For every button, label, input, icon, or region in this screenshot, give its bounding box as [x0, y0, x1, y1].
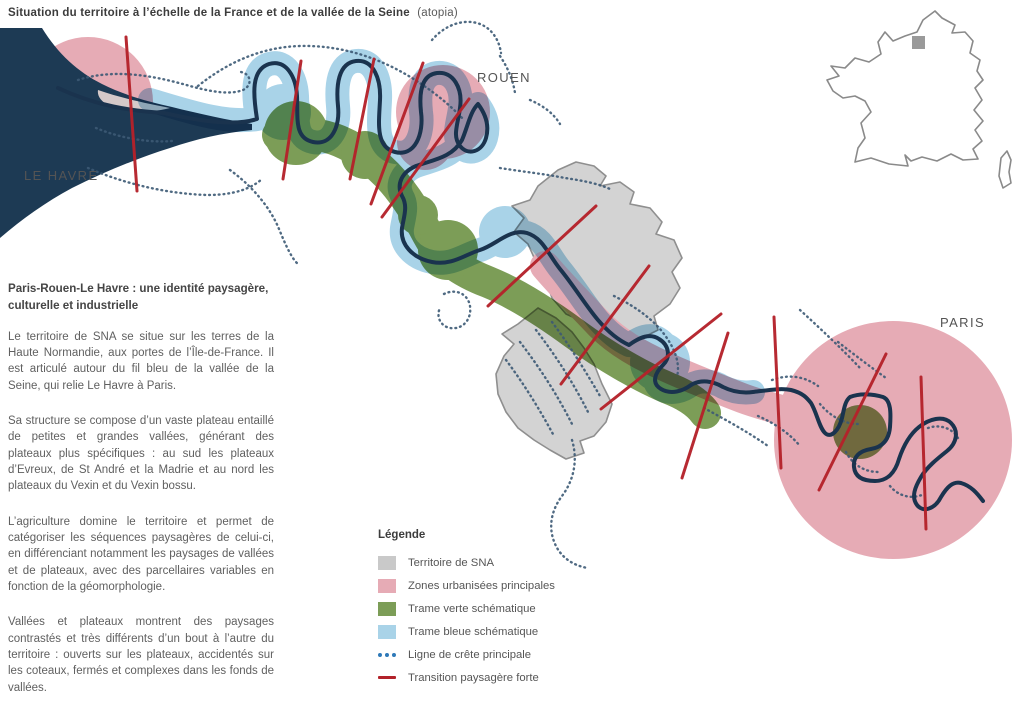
legend-item-territoire: Territoire de SNA: [378, 551, 593, 574]
ridge-into-north-polygon: [498, 166, 614, 192]
article-paragraph-1: Le territoire de SNA se situe sur les te…: [8, 330, 274, 392]
transition-line-2: [281, 59, 303, 181]
transition-line-9: [680, 331, 730, 480]
sea-coast-shape: [0, 28, 252, 238]
ridge-paris-ne-2: [836, 340, 888, 380]
legend-label: Transition paysagère forte: [408, 671, 539, 684]
trame-verte-band: [262, 101, 887, 459]
green-blob-4: [398, 195, 438, 235]
green-area-swatch: [378, 601, 396, 616]
ridge-rouen-east: [528, 98, 562, 126]
seine-river-line: [56, 58, 985, 512]
ridge-hachure-3: [504, 358, 556, 438]
green-circle-paris: [833, 405, 887, 459]
legend-label: Ligne de crête principale: [408, 648, 532, 661]
transition-line-5: [380, 97, 471, 219]
ridge-pink-band-south: [702, 406, 770, 448]
transition-line-1: [124, 35, 139, 193]
ridge-paris-river-3: [844, 450, 880, 474]
ridge-lines: [76, 20, 960, 570]
france-outline: [826, 10, 984, 167]
page-title-main: Situation du territoire à l’échelle de l…: [8, 7, 410, 19]
label-le-havre: LE HAVRE: [24, 168, 99, 183]
legend-heading: Légende: [378, 529, 426, 541]
ridge-rouen-ne-tail: [498, 54, 517, 95]
legend-panel: Légende Territoire de SNA Zones urbanisé…: [378, 529, 593, 689]
ridge-hachure-2: [534, 328, 590, 414]
dotted-line-swatch: [378, 652, 396, 657]
green-blob-3: [418, 220, 478, 280]
ridge-pink-band-south2: [756, 414, 802, 448]
ridge-spiral-south: [437, 290, 472, 330]
ridge-south-s-curve: [550, 438, 590, 570]
ridge-meanders-north: [196, 44, 466, 122]
transition-lines: [124, 35, 928, 531]
corsica-outline: [998, 150, 1012, 189]
ridge-paris-ne-1: [798, 308, 862, 370]
page-title-suffix: (atopia): [417, 7, 458, 19]
transition-line-10: [772, 315, 783, 470]
transition-line-4: [369, 61, 425, 206]
ridge-paris-river-2: [818, 402, 860, 426]
green-blob-1: [264, 101, 328, 165]
legend-item-transition: Transition paysagère forte: [378, 666, 593, 689]
transition-line-11: [817, 352, 888, 492]
blue-area-swatch: [378, 624, 396, 639]
article-paragraph-4: Vallées et plateaux montrent des paysage…: [8, 616, 274, 694]
legend-label: Trame bleue schématique: [408, 625, 539, 638]
legend-label: Trame verte schématique: [408, 602, 536, 615]
article-heading: Paris-Rouen-Le Havre : une identité pays…: [8, 282, 269, 312]
page-title: Situation du territoire à l’échelle de l…: [8, 7, 458, 19]
legend-item-trame-bleue: Trame bleue schématique: [378, 620, 593, 643]
label-rouen: ROUEN: [477, 70, 531, 85]
article-panel: Paris-Rouen-Le Havre : une identité pays…: [8, 281, 274, 704]
gray-area-swatch: [378, 555, 396, 570]
transition-line-6: [486, 204, 598, 308]
ridge-paris-river-4: [888, 484, 926, 498]
legend-label: Zones urbanisées principales: [408, 579, 555, 592]
transition-line-12: [919, 375, 928, 531]
ridge-hachure-4: [550, 320, 602, 398]
ridge-le-havre-upper: [76, 70, 251, 94]
ridge-estuary-south: [86, 166, 264, 197]
legend-item-zones-urbanisees: Zones urbanisées principales: [378, 574, 593, 597]
article-paragraph-2: Sa structure se compose d’un vaste plate…: [8, 414, 274, 493]
red-line-swatch: [378, 676, 396, 679]
transition-line-8: [599, 312, 723, 411]
france-inset-map: [823, 8, 1017, 198]
article-paragraph-3: L’agriculture domine le territoire et pe…: [8, 515, 274, 593]
label-paris: PARIS: [940, 315, 986, 330]
legend-label: Territoire de SNA: [408, 556, 495, 569]
ridge-southwest-arc: [228, 168, 300, 266]
pink-area-swatch: [378, 578, 396, 593]
ridge-rouen-ne-arc: [430, 20, 503, 55]
legend-item-ligne-de-crete: Ligne de crête principale: [378, 643, 593, 666]
ridge-polygon-se-arc: [612, 294, 680, 379]
transition-line-3: [348, 57, 376, 181]
territory-marker: [912, 36, 925, 49]
urban-circle-paris: [774, 321, 1012, 559]
transition-line-7: [559, 264, 651, 386]
legend-item-trame-verte: Trame verte schématique: [378, 597, 593, 620]
ridge-hachure-1: [518, 340, 574, 426]
